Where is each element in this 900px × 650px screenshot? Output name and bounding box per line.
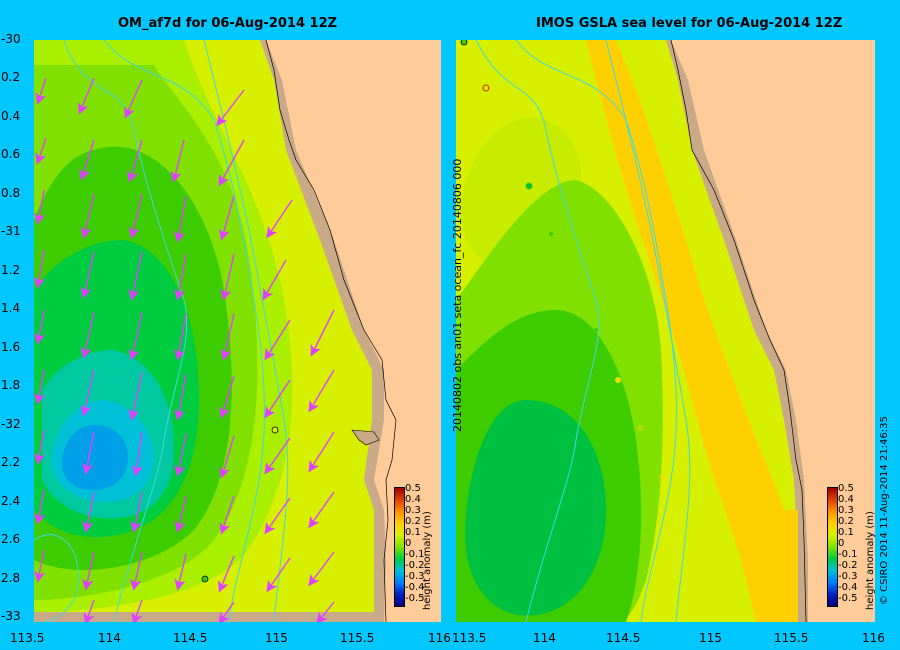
- colorbar-tick: 0.1: [838, 527, 854, 538]
- run-info-text: 20140802 obs an01 seta ocean_fc 20140806…: [451, 158, 464, 432]
- y-tick: 2.6: [1, 532, 21, 546]
- left-panel-title: OM_af7d for 06-Aug-2014 12Z: [118, 16, 338, 31]
- colorbar-tick: 0.2: [405, 516, 421, 527]
- y-tick: 1.6: [1, 340, 21, 354]
- x-tick: 114: [98, 631, 121, 645]
- colorbar-tick: 0.3: [838, 505, 854, 516]
- y-tick: 1.4: [1, 301, 21, 315]
- x-tick: 115.5: [340, 631, 375, 645]
- x-tick: 113.5: [452, 631, 487, 645]
- colorbar-tick: -0.5: [838, 593, 858, 604]
- y-tick: -32: [1, 417, 21, 431]
- y-tick: 0.8: [1, 186, 21, 200]
- colorbar-right: [827, 487, 838, 607]
- x-tick: 116: [428, 631, 451, 645]
- right-map-panel: [456, 40, 875, 622]
- x-tick: 115: [265, 631, 288, 645]
- credit-text: © CSIRO 2014 11-Aug-2014 21:46:35: [879, 416, 890, 605]
- x-tick: 115.5: [774, 631, 809, 645]
- obs-marker: [615, 377, 621, 383]
- colorbar-tick: -0.1: [405, 549, 425, 560]
- left-map: [34, 40, 441, 622]
- colorbar-tick: -0.3: [838, 571, 858, 582]
- colorbar-tick: 0: [405, 538, 412, 549]
- right-map: [456, 40, 875, 622]
- obs-marker: [460, 40, 468, 46]
- left-map-panel: [34, 40, 441, 622]
- y-tick: 2.8: [1, 571, 21, 585]
- contour-band: [465, 400, 606, 616]
- obs-marker: [659, 474, 665, 480]
- colorbar-label: height anomaly (m): [865, 511, 876, 610]
- x-tick: 115: [699, 631, 722, 645]
- bathymetry-contour: [203, 40, 289, 622]
- colorbar-tick: -0.2: [405, 560, 425, 571]
- bathymetry-contour: [475, 40, 600, 622]
- x-tick: 113.5: [10, 631, 45, 645]
- right-panel-title: IMOS GSLA sea level for 06-Aug-2014 12Z: [536, 16, 843, 31]
- obs-marker: [525, 182, 533, 190]
- colorbar-tick: 0.4: [838, 494, 854, 505]
- y-tick: -33: [1, 609, 21, 623]
- coastline: [265, 40, 397, 622]
- coastline: [670, 40, 807, 622]
- colorbar-tick: -0.3: [405, 571, 425, 582]
- colorbar-tick: 0.2: [838, 516, 854, 527]
- y-tick: -30: [1, 32, 21, 46]
- obs-marker: [549, 232, 553, 236]
- y-tick: 0.4: [1, 109, 21, 123]
- island: [351, 429, 380, 446]
- bathymetry-contour: [34, 534, 79, 622]
- colorbar-tick: 0.5: [838, 483, 854, 494]
- y-tick: 2.2: [1, 455, 21, 469]
- current-vectors: [34, 77, 335, 622]
- x-tick: 114.5: [606, 631, 641, 645]
- y-tick: 1.8: [1, 378, 21, 392]
- obs-marker: [482, 84, 490, 92]
- x-tick: 114.5: [173, 631, 208, 645]
- y-tick: 0.6: [1, 147, 21, 161]
- colorbar-left: [394, 487, 405, 607]
- x-tick: 116: [862, 631, 885, 645]
- y-tick: -31: [1, 224, 21, 238]
- contour-band: [62, 425, 129, 490]
- x-tick: 114: [533, 631, 556, 645]
- y-tick: 0.2: [1, 70, 21, 84]
- y-tick: 1.2: [1, 263, 21, 277]
- colorbar-tick: 0.4: [405, 494, 421, 505]
- colorbar-tick: 0.3: [405, 505, 421, 516]
- y-tick: 2.4: [1, 494, 21, 508]
- colorbar-tick: -0.1: [838, 549, 858, 560]
- bathymetry-contour: [515, 40, 677, 622]
- obs-marker: [271, 426, 279, 434]
- colorbar-tick: 0.5: [405, 483, 421, 494]
- obs-marker: [594, 328, 598, 332]
- obs-marker: [201, 575, 209, 583]
- colorbar-tick: -0.4: [838, 582, 858, 593]
- bathymetry-contour: [103, 40, 265, 622]
- colorbar-tick: -0.4: [405, 582, 425, 593]
- colorbar-tick: -0.2: [838, 560, 858, 571]
- contour-band: [586, 40, 798, 622]
- bathymetry-contour: [605, 40, 691, 622]
- colorbar-tick: -0.5: [405, 593, 425, 604]
- colorbar-tick: 0: [838, 538, 845, 549]
- obs-marker: [637, 425, 643, 431]
- colorbar-label: height anomaly (m): [422, 511, 433, 610]
- colorbar-tick: 0.1: [405, 527, 421, 538]
